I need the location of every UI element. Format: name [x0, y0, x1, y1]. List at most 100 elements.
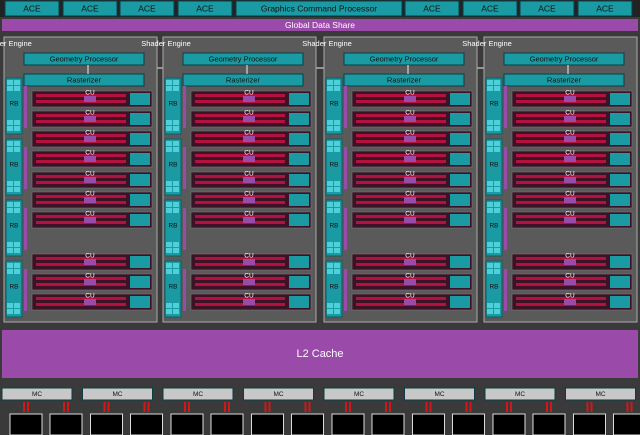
cu-cache — [450, 214, 470, 226]
rb-cell — [327, 181, 333, 186]
rb-cell — [166, 141, 172, 146]
cu-lds — [243, 136, 255, 142]
cu-stripe — [195, 120, 285, 123]
memory-chip — [331, 413, 365, 435]
cu-stripe — [36, 175, 126, 178]
rb-cell — [334, 86, 340, 91]
cu-lds — [84, 299, 96, 305]
rb-cell — [14, 309, 20, 314]
ace — [119, 0, 175, 17]
rb-cell — [334, 208, 340, 213]
rb-cell — [334, 269, 340, 274]
cu-label: CU — [244, 273, 254, 280]
rb-cell — [7, 120, 13, 125]
cu-label: CU — [244, 130, 254, 137]
cu-stripe — [36, 221, 126, 224]
cu-cache — [610, 276, 630, 288]
ace — [404, 0, 460, 17]
cu-cache — [450, 153, 470, 165]
cu-cache — [130, 194, 150, 206]
cu-label: CU — [405, 90, 415, 97]
cu-stripe — [356, 201, 446, 204]
cu-lds — [84, 136, 96, 142]
cu-stripe — [516, 175, 606, 178]
rb-label: RB — [168, 223, 177, 230]
geometry-processor — [503, 52, 625, 66]
rasterizer — [343, 73, 465, 87]
memory-chip — [251, 413, 284, 435]
rb-cell — [334, 248, 340, 253]
rb-cell — [14, 269, 20, 274]
cu-cache — [450, 174, 470, 186]
cu-lds — [243, 299, 255, 305]
rb-cell — [173, 86, 179, 91]
ace — [462, 0, 518, 17]
cu-lds — [243, 279, 255, 285]
memory-arrow — [143, 402, 146, 412]
memory-arrow — [465, 402, 468, 412]
rb-label: RB — [489, 162, 498, 169]
memory-chip — [452, 413, 485, 435]
rb-cell — [7, 309, 13, 314]
cu-lds — [404, 279, 416, 285]
memory-controller — [323, 387, 395, 401]
rb-cell — [494, 242, 500, 247]
cu-stripe — [195, 283, 285, 286]
ace-label: ACE — [196, 3, 214, 13]
rb-cell — [487, 263, 493, 268]
memory-controller — [565, 387, 636, 401]
cu-lds — [243, 217, 255, 223]
cu-lds — [84, 156, 96, 162]
rb-cell — [166, 242, 172, 247]
rb-link — [24, 86, 27, 128]
cu-stripe — [195, 140, 285, 143]
cu-lds — [404, 177, 416, 183]
cu-stripe — [195, 201, 285, 204]
cu-stripe — [516, 201, 606, 204]
cu-cache — [289, 133, 309, 145]
cu-cache — [130, 256, 150, 268]
cu-stripe — [36, 94, 126, 97]
cu-label: CU — [565, 211, 575, 218]
cu-cache — [450, 194, 470, 206]
rb-cell — [334, 263, 340, 268]
memory-controller — [484, 387, 556, 401]
memory-arrow — [224, 402, 226, 412]
memory-arrow — [304, 402, 307, 412]
rb-cell — [334, 141, 340, 146]
rb-link — [344, 86, 347, 128]
cu-stripe — [195, 195, 285, 198]
cu-stripe — [516, 215, 606, 218]
memory-arrow — [268, 402, 271, 412]
memory-controller — [243, 387, 314, 401]
memory-arrow — [429, 402, 432, 412]
rb-cell — [494, 126, 500, 131]
rb-cell — [7, 141, 13, 146]
rb-cell — [14, 187, 20, 192]
rb-cell — [166, 269, 172, 274]
cu-cache — [289, 276, 309, 288]
rb-cell — [14, 141, 20, 146]
cu-stripe — [516, 181, 606, 184]
cu-stripe — [195, 297, 285, 300]
cu-stripe — [36, 283, 126, 286]
memory-controller-label: MC — [515, 391, 525, 398]
cu-stripe — [36, 215, 126, 218]
rb-cell — [327, 303, 333, 308]
memory-arrow — [308, 402, 311, 412]
rb-cell — [327, 309, 333, 314]
memory-chip — [492, 413, 526, 435]
rb-cell — [7, 181, 13, 186]
rb-cell — [173, 141, 179, 146]
rb-cell — [327, 248, 333, 253]
memory-controller — [162, 387, 234, 401]
cu-cache — [130, 93, 150, 105]
cu-label: CU — [244, 110, 254, 117]
rb-cell — [173, 208, 179, 213]
cu-stripe — [195, 100, 285, 103]
cu-stripe — [516, 195, 606, 198]
rb-cell — [334, 242, 340, 247]
cu-label: CU — [85, 90, 95, 97]
rb-cell — [334, 147, 340, 152]
memory-controller-label: MC — [193, 391, 203, 398]
